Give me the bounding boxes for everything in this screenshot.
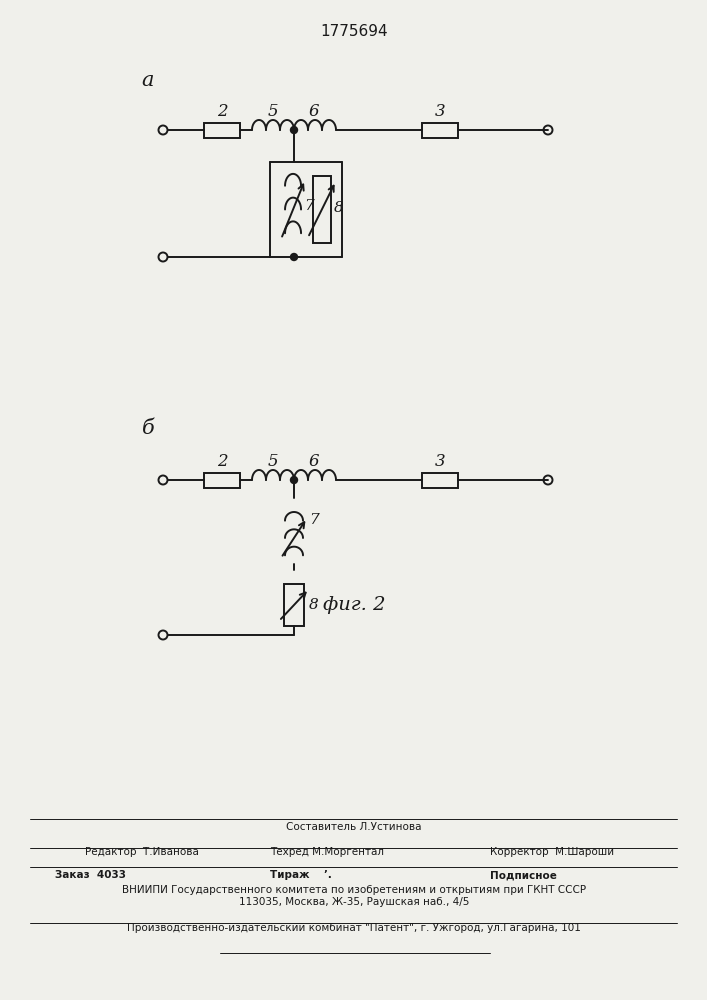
Text: 7: 7 bbox=[304, 198, 314, 213]
Circle shape bbox=[291, 253, 298, 260]
Bar bbox=[204, 122, 240, 137]
Text: 1775694: 1775694 bbox=[320, 24, 388, 39]
Text: 5: 5 bbox=[268, 454, 279, 471]
Text: 3: 3 bbox=[435, 104, 445, 120]
Text: 6: 6 bbox=[309, 104, 320, 120]
Circle shape bbox=[291, 477, 298, 484]
Text: Корректор  М.Шароши: Корректор М.Шароши bbox=[490, 847, 614, 857]
Text: 113035, Москва, Ж-35, Раушская наб., 4/5: 113035, Москва, Ж-35, Раушская наб., 4/5 bbox=[239, 897, 469, 907]
Text: а: а bbox=[141, 70, 154, 90]
Text: 8: 8 bbox=[309, 598, 319, 612]
Circle shape bbox=[291, 126, 298, 133]
Text: Редактор  Т.Иванова: Редактор Т.Иванова bbox=[85, 847, 199, 857]
Text: Техред М.Моргентал: Техред М.Моргентал bbox=[270, 847, 384, 857]
Bar bbox=[422, 122, 458, 137]
Text: Заказ  4033: Заказ 4033 bbox=[55, 870, 126, 880]
Bar bbox=[204, 473, 240, 488]
Text: фиг. 2: фиг. 2 bbox=[323, 596, 385, 614]
Text: Подписное: Подписное bbox=[490, 870, 557, 880]
Text: 3: 3 bbox=[435, 454, 445, 471]
Text: 2: 2 bbox=[216, 104, 228, 120]
Text: Тираж    ’.: Тираж ’. bbox=[270, 870, 332, 880]
Text: 2: 2 bbox=[216, 454, 228, 471]
Bar bbox=[312, 176, 331, 243]
Text: 5: 5 bbox=[268, 104, 279, 120]
Text: б: б bbox=[141, 418, 154, 438]
Bar bbox=[422, 473, 458, 488]
Text: Производственно-издательский комбинат "Патент", г. Ужгород, ул.Гагарина, 101: Производственно-издательский комбинат "П… bbox=[127, 923, 581, 933]
Text: 6: 6 bbox=[309, 454, 320, 471]
Text: ВНИИПИ Государственного комитета по изобретениям и открытиям при ГКНТ СССР: ВНИИПИ Государственного комитета по изоб… bbox=[122, 885, 586, 895]
Bar bbox=[284, 584, 304, 626]
Text: 7: 7 bbox=[309, 513, 319, 527]
Text: 8: 8 bbox=[334, 200, 344, 215]
Text: Составитель Л.Устинова: Составитель Л.Устинова bbox=[286, 822, 422, 832]
